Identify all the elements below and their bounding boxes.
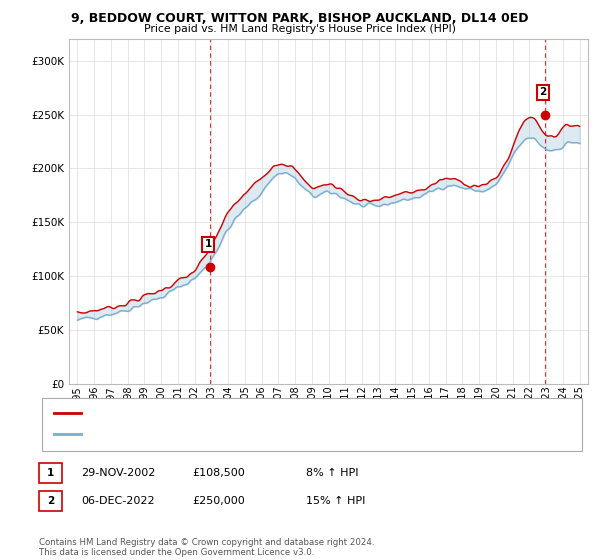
- Text: 9, BEDDOW COURT, WITTON PARK, BISHOP AUCKLAND, DL14 0ED (detached house): 9, BEDDOW COURT, WITTON PARK, BISHOP AUC…: [87, 408, 499, 418]
- Text: 2: 2: [47, 496, 54, 506]
- Text: £108,500: £108,500: [192, 468, 245, 478]
- Text: 29-NOV-2002: 29-NOV-2002: [81, 468, 155, 478]
- Text: 06-DEC-2022: 06-DEC-2022: [81, 496, 155, 506]
- Text: 2: 2: [539, 87, 547, 97]
- Text: 15% ↑ HPI: 15% ↑ HPI: [306, 496, 365, 506]
- Text: HPI: Average price, detached house, County Durham: HPI: Average price, detached house, Coun…: [87, 429, 345, 439]
- Text: £250,000: £250,000: [192, 496, 245, 506]
- Text: 1: 1: [205, 240, 212, 249]
- Text: Contains HM Land Registry data © Crown copyright and database right 2024.
This d: Contains HM Land Registry data © Crown c…: [39, 538, 374, 557]
- Text: Price paid vs. HM Land Registry's House Price Index (HPI): Price paid vs. HM Land Registry's House …: [144, 24, 456, 34]
- Text: 9, BEDDOW COURT, WITTON PARK, BISHOP AUCKLAND, DL14 0ED: 9, BEDDOW COURT, WITTON PARK, BISHOP AUC…: [71, 12, 529, 25]
- Text: 1: 1: [47, 468, 54, 478]
- Text: 8% ↑ HPI: 8% ↑ HPI: [306, 468, 359, 478]
